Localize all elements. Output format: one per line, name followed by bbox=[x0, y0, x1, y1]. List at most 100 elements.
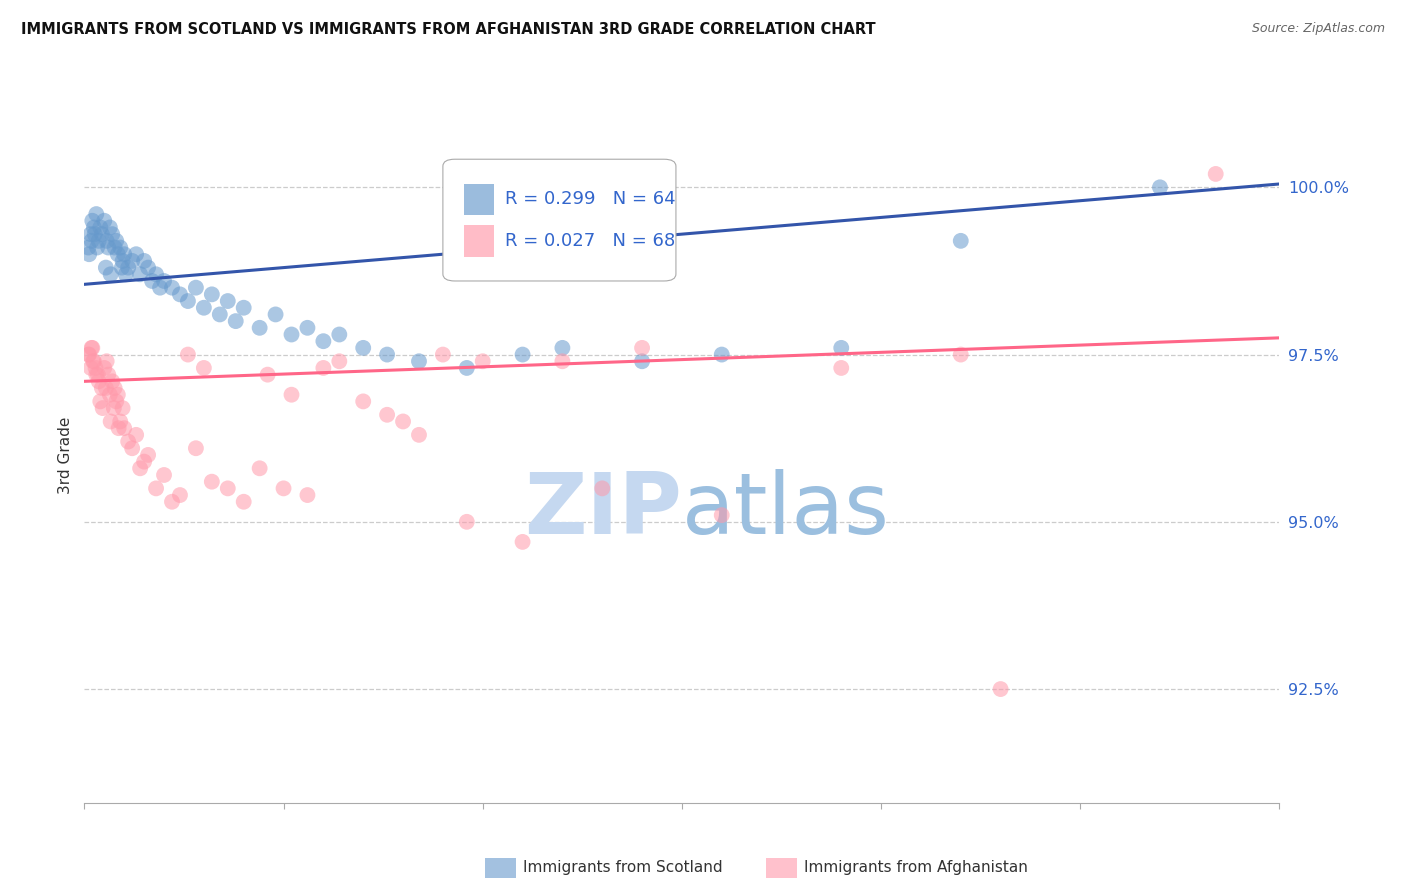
Point bbox=[273, 481, 295, 495]
Point bbox=[111, 260, 134, 275]
Point bbox=[217, 481, 239, 495]
Point bbox=[201, 287, 224, 301]
Point bbox=[551, 354, 574, 368]
Point bbox=[107, 421, 129, 435]
Point bbox=[80, 234, 103, 248]
Point bbox=[297, 320, 319, 334]
Y-axis label: 3rd Grade: 3rd Grade bbox=[58, 417, 73, 493]
Point bbox=[312, 334, 335, 348]
Point bbox=[93, 361, 115, 376]
Point bbox=[77, 347, 100, 361]
Point bbox=[153, 467, 176, 482]
Point bbox=[264, 308, 287, 322]
Point bbox=[145, 268, 167, 282]
Point bbox=[456, 515, 478, 529]
Point bbox=[328, 327, 350, 342]
Point bbox=[375, 347, 398, 361]
Text: Source: ZipAtlas.com: Source: ZipAtlas.com bbox=[1251, 22, 1385, 36]
Point bbox=[225, 314, 247, 328]
Point bbox=[631, 354, 654, 368]
Point bbox=[217, 294, 239, 309]
FancyBboxPatch shape bbox=[443, 159, 676, 281]
Point bbox=[193, 301, 215, 315]
Point bbox=[591, 481, 613, 495]
Point bbox=[201, 475, 224, 489]
Point bbox=[107, 387, 129, 401]
Point bbox=[392, 415, 415, 429]
Point bbox=[104, 381, 127, 395]
Point bbox=[297, 488, 319, 502]
Point bbox=[153, 274, 176, 288]
Point bbox=[82, 341, 104, 355]
Point bbox=[112, 247, 135, 261]
Point bbox=[83, 220, 105, 235]
Point bbox=[256, 368, 278, 382]
Point bbox=[177, 294, 200, 309]
Point bbox=[110, 415, 132, 429]
Point bbox=[280, 387, 302, 401]
Point bbox=[169, 488, 191, 502]
Point bbox=[949, 347, 972, 361]
Point bbox=[100, 268, 122, 282]
Point bbox=[352, 394, 374, 409]
Point bbox=[149, 281, 172, 295]
Point bbox=[117, 434, 139, 449]
Point bbox=[990, 681, 1012, 696]
Point bbox=[86, 207, 108, 221]
Point bbox=[96, 354, 118, 368]
Point bbox=[94, 381, 117, 395]
Point bbox=[471, 354, 494, 368]
Point bbox=[710, 347, 733, 361]
Text: ZIP: ZIP bbox=[524, 469, 682, 552]
Point bbox=[125, 247, 148, 261]
Point bbox=[132, 454, 156, 468]
Point bbox=[101, 227, 124, 242]
Point bbox=[312, 361, 335, 376]
Point bbox=[136, 260, 159, 275]
Point bbox=[105, 234, 128, 248]
Text: Immigrants from Scotland: Immigrants from Scotland bbox=[523, 861, 723, 875]
Point bbox=[77, 347, 100, 361]
Point bbox=[90, 381, 112, 395]
Point bbox=[83, 354, 105, 368]
Point bbox=[97, 368, 120, 382]
Point bbox=[1149, 180, 1171, 194]
Point bbox=[97, 241, 120, 255]
Point bbox=[107, 247, 129, 261]
Point bbox=[208, 308, 231, 322]
Point bbox=[129, 461, 152, 475]
Bar bbox=[464, 226, 495, 257]
Point bbox=[77, 241, 100, 255]
Point bbox=[710, 508, 733, 523]
Point bbox=[125, 428, 148, 442]
Point bbox=[87, 234, 110, 248]
Point bbox=[141, 274, 163, 288]
Point bbox=[145, 481, 167, 495]
Point bbox=[432, 347, 454, 361]
Point bbox=[87, 368, 110, 382]
Point bbox=[105, 394, 128, 409]
Point bbox=[82, 354, 104, 368]
Point bbox=[117, 260, 139, 275]
Point bbox=[232, 301, 254, 315]
Point bbox=[949, 234, 972, 248]
Point bbox=[280, 327, 302, 342]
Point bbox=[111, 253, 134, 268]
Point bbox=[90, 227, 112, 242]
Point bbox=[193, 361, 215, 376]
Text: Immigrants from Afghanistan: Immigrants from Afghanistan bbox=[804, 861, 1028, 875]
Point bbox=[177, 347, 200, 361]
Point bbox=[80, 361, 103, 376]
Point bbox=[408, 354, 430, 368]
Point bbox=[86, 241, 108, 255]
Point bbox=[132, 253, 156, 268]
Point bbox=[184, 442, 207, 456]
Point bbox=[100, 415, 122, 429]
Bar bbox=[464, 184, 495, 215]
Point bbox=[114, 268, 136, 282]
Point bbox=[512, 534, 534, 549]
Point bbox=[1205, 167, 1227, 181]
Point bbox=[830, 341, 852, 355]
Point bbox=[456, 361, 478, 376]
Point bbox=[184, 281, 207, 295]
